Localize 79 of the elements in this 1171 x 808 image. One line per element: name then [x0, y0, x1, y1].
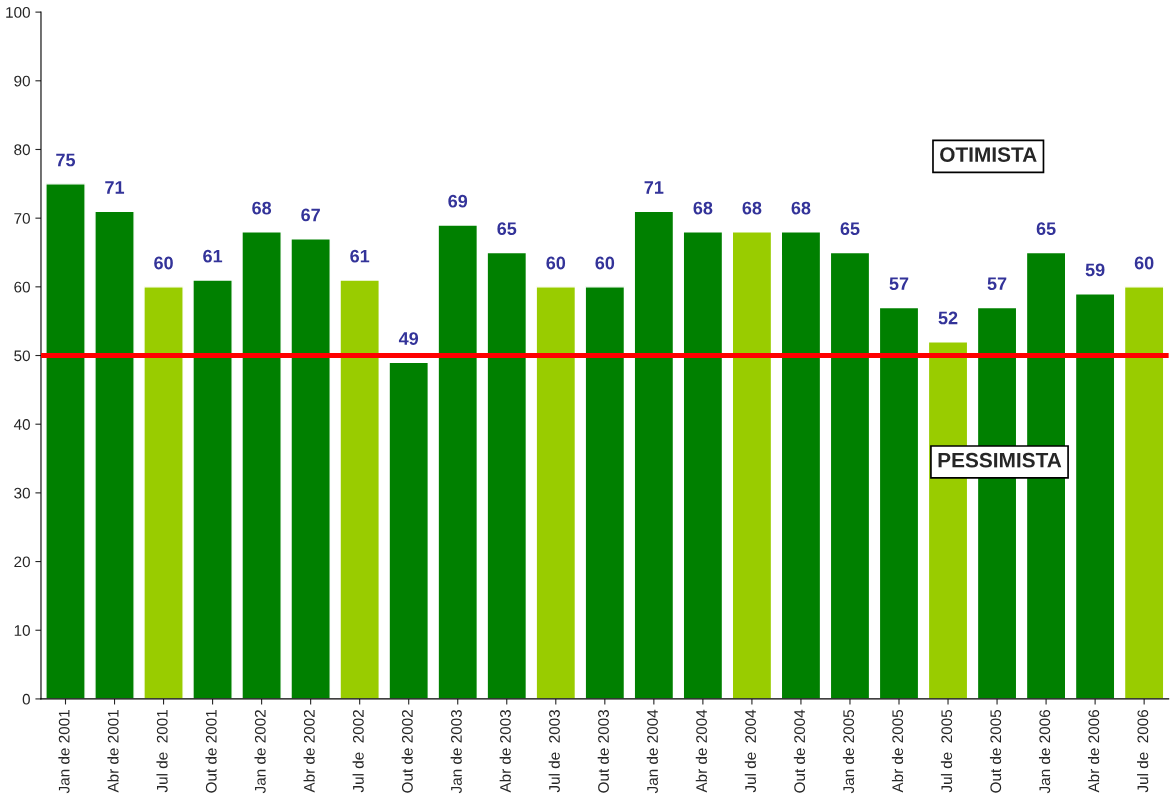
data-label: 65 — [840, 222, 860, 236]
x-tick-label: Out de 2001 — [205, 710, 217, 793]
x-tick-label: Out de 2003 — [597, 710, 609, 793]
data-label: 52 — [938, 311, 958, 325]
y-tick-label: 20 — [14, 556, 30, 568]
data-label: 67 — [301, 208, 320, 222]
data-label: 60 — [546, 256, 566, 270]
bar — [94, 210, 135, 699]
x-tick-label: Jul de 2002 — [352, 710, 364, 793]
x-tick-label: Jan de 2004 — [646, 709, 658, 794]
x-tick-label: Jul de 2001 — [156, 710, 168, 793]
bar — [143, 286, 184, 699]
bar — [45, 183, 86, 699]
data-label: 61 — [350, 249, 370, 263]
data-label: 71 — [644, 181, 664, 194]
data-label: 68 — [693, 201, 713, 215]
x-tick-label: Jan de 2002 — [254, 710, 266, 794]
data-label: 57 — [987, 277, 1007, 290]
bar — [633, 210, 675, 699]
bar — [339, 279, 380, 699]
bar — [1074, 293, 1116, 699]
x-tick-label: Abr de 2005 — [891, 709, 904, 793]
data-label: 60 — [595, 256, 615, 270]
bar — [241, 231, 282, 699]
data-label: 65 — [497, 222, 517, 236]
annotation: PESSIMISTA — [938, 452, 1062, 468]
x-tick-label: Jan de 2006 — [1038, 710, 1051, 794]
bar — [829, 251, 871, 699]
bar — [290, 238, 331, 699]
x-tick-label: Jan de 2003 — [450, 710, 462, 794]
y-tick-label: 60 — [14, 281, 30, 293]
x-tick-label: Out de 2002 — [401, 710, 413, 793]
x-tick-label: Jul de 2006 — [1137, 710, 1149, 793]
data-label: 61 — [203, 249, 223, 263]
x-tick-label: Abr de 2001 — [107, 710, 119, 793]
x-tick-label: Abr de 2004 — [695, 709, 707, 793]
bar — [388, 361, 430, 699]
y-tick-label: 10 — [14, 625, 30, 636]
x-tick-label: Abr de 2002 — [303, 710, 315, 793]
y-tick-label: 70 — [14, 213, 30, 224]
y-tick-label: 0 — [22, 693, 30, 705]
bar — [437, 224, 479, 699]
bar — [584, 286, 626, 699]
bar — [535, 286, 577, 699]
y-tick-label: 100 — [6, 6, 30, 18]
x-tick-label: Jan de 2005 — [842, 709, 855, 794]
data-label: 69 — [448, 194, 468, 208]
x-tick-label: Abr de 2003 — [499, 710, 511, 793]
data-label: 59 — [1085, 263, 1105, 277]
y-tick-label: 50 — [14, 350, 30, 362]
y-tick-label: 40 — [13, 419, 30, 430]
x-tick-label: Jul de 2003 — [548, 710, 560, 793]
data-label: 49 — [398, 332, 419, 345]
data-label: 57 — [889, 277, 909, 290]
x-tick-label: Out de 2004 — [793, 709, 806, 793]
x-tick-label: Jan de 2001 — [58, 710, 70, 794]
bar — [486, 251, 528, 699]
bar — [878, 306, 920, 699]
bar — [1123, 286, 1165, 699]
bar — [682, 231, 724, 699]
data-label: 75 — [56, 153, 76, 167]
annotation: OTIMISTA — [940, 147, 1037, 162]
data-label: 68 — [742, 201, 762, 215]
x-tick-label: Abr de 2006 — [1087, 710, 1100, 793]
y-tick-label: 90 — [14, 75, 30, 87]
bar — [731, 231, 773, 699]
x-tick-label: Jul de 2004 — [744, 709, 757, 793]
data-label: 71 — [105, 181, 125, 194]
x-tick-label: Out de 2005 — [989, 709, 1002, 793]
y-tick-label: 80 — [14, 144, 30, 156]
bar — [192, 279, 233, 699]
bar — [780, 231, 822, 699]
data-label: 68 — [791, 201, 811, 215]
data-label: 60 — [1134, 256, 1154, 270]
data-label: 68 — [252, 201, 272, 215]
data-label: 65 — [1036, 222, 1056, 236]
y-tick-label: 30 — [14, 487, 30, 499]
data-label: 60 — [154, 256, 173, 270]
x-tick-label: Jul de 2005 — [940, 709, 953, 793]
